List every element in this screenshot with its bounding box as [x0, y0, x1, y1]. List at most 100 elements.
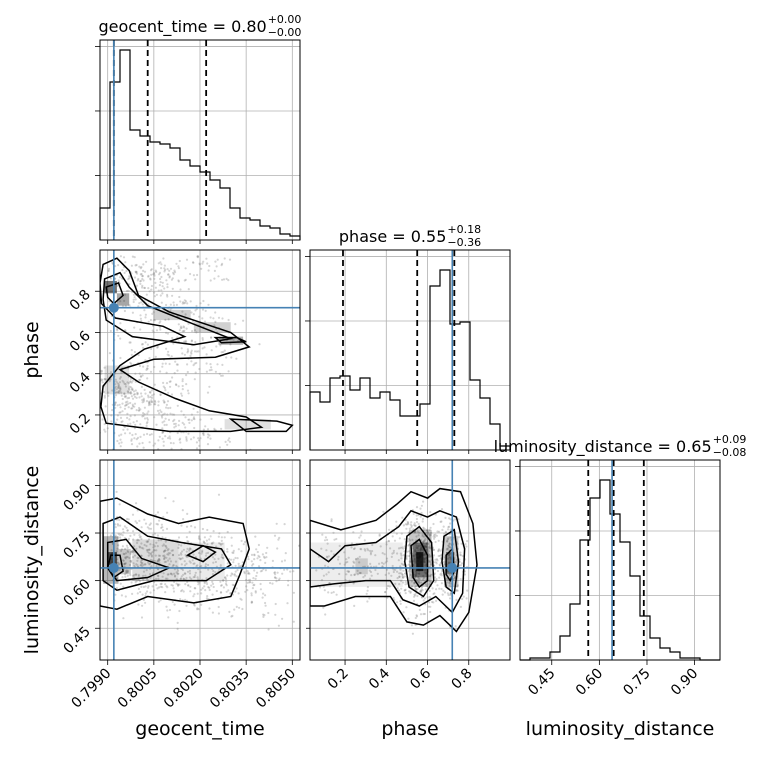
- sample-point: [396, 577, 399, 580]
- sample-point: [162, 550, 166, 553]
- sample-point: [157, 554, 160, 557]
- sample-point: [145, 400, 149, 403]
- sample-point: [163, 270, 166, 273]
- sample-point: [131, 388, 134, 391]
- sample-point: [264, 561, 267, 565]
- sample-point: [177, 536, 181, 539]
- sample-point: [150, 396, 154, 399]
- sample-point: [419, 507, 422, 510]
- sample-point: [271, 582, 274, 585]
- sample-point: [438, 587, 441, 590]
- sample-point: [141, 398, 144, 402]
- sample-point: [391, 564, 394, 568]
- sample-point: [166, 413, 169, 416]
- sample-point: [114, 394, 118, 397]
- sample-point: [210, 349, 213, 352]
- sample-point: [162, 572, 165, 575]
- sample-point: [396, 570, 399, 573]
- sample-point: [139, 282, 142, 285]
- sample-point: [140, 616, 144, 619]
- sample-point: [184, 301, 187, 304]
- sample-point: [185, 340, 188, 344]
- sample-point: [133, 395, 137, 398]
- sample-point: [129, 341, 132, 344]
- sample-point: [161, 365, 164, 368]
- sample-point: [118, 403, 121, 406]
- sample-point: [399, 572, 402, 575]
- sample-point: [286, 568, 289, 571]
- sample-point: [121, 397, 124, 401]
- sample-point: [253, 554, 256, 557]
- sample-point: [140, 559, 143, 562]
- sample-point: [337, 558, 340, 561]
- sample-point: [234, 323, 237, 326]
- sample-point: [414, 524, 417, 527]
- sample-point: [446, 540, 449, 543]
- sample-point: [130, 551, 133, 554]
- sample-point: [400, 557, 403, 560]
- sample-point: [250, 601, 254, 604]
- sample-point: [165, 371, 168, 374]
- sample-point: [143, 563, 146, 566]
- sample-point: [126, 517, 129, 521]
- sample-point: [132, 390, 136, 393]
- sample-point: [397, 589, 401, 592]
- sample-point: [200, 588, 203, 591]
- sample-point: [363, 539, 366, 542]
- sample-point: [199, 570, 202, 574]
- sample-point: [449, 597, 452, 600]
- sample-point: [218, 446, 221, 449]
- sample-point: [335, 537, 338, 541]
- sample-point: [141, 343, 144, 346]
- sample-point: [206, 443, 210, 446]
- sample-point: [124, 261, 127, 264]
- sample-point: [350, 546, 353, 549]
- sample-point: [114, 383, 117, 386]
- sample-point: [275, 577, 278, 580]
- sample-point: [320, 579, 324, 582]
- sample-point: [265, 556, 268, 559]
- sample-point: [402, 581, 405, 584]
- sample-point: [224, 576, 227, 579]
- sample-point: [239, 565, 242, 568]
- sample-point: [190, 349, 193, 352]
- sample-point: [237, 592, 240, 595]
- sample-point: [446, 528, 450, 531]
- sample-point: [130, 581, 133, 584]
- sample-point: [414, 548, 417, 552]
- sample-point: [164, 435, 167, 438]
- sample-point: [202, 428, 205, 431]
- sample-point: [153, 319, 156, 322]
- sample-point: [343, 551, 346, 554]
- sample-point: [447, 553, 451, 556]
- sample-point: [374, 554, 377, 557]
- sample-point: [119, 411, 122, 414]
- sample-point: [109, 329, 112, 333]
- sample-point: [181, 388, 184, 391]
- sample-point: [171, 277, 174, 280]
- sample-point: [449, 552, 452, 555]
- sample-point: [185, 437, 188, 441]
- sample-point: [442, 556, 445, 559]
- sample-point: [213, 427, 216, 430]
- sample-point: [410, 585, 414, 588]
- sample-point: [111, 389, 114, 392]
- sample-point: [354, 558, 358, 561]
- sample-point: [187, 584, 190, 587]
- sample-point: [136, 436, 140, 439]
- sample-point: [413, 555, 416, 558]
- sample-point: [168, 275, 171, 278]
- sample-point: [198, 263, 201, 266]
- sample-point: [179, 441, 182, 444]
- sample-point: [225, 580, 228, 583]
- sample-point: [419, 613, 423, 616]
- title-value: geocent_time = 0.80: [99, 17, 267, 37]
- sample-point: [135, 438, 138, 441]
- sample-point: [151, 533, 154, 536]
- histogram-step-line: [309, 269, 511, 450]
- sample-point: [119, 445, 122, 448]
- sample-point: [175, 262, 178, 265]
- sample-point: [195, 565, 198, 568]
- sample-point: [374, 568, 377, 572]
- sample-point: [145, 544, 148, 548]
